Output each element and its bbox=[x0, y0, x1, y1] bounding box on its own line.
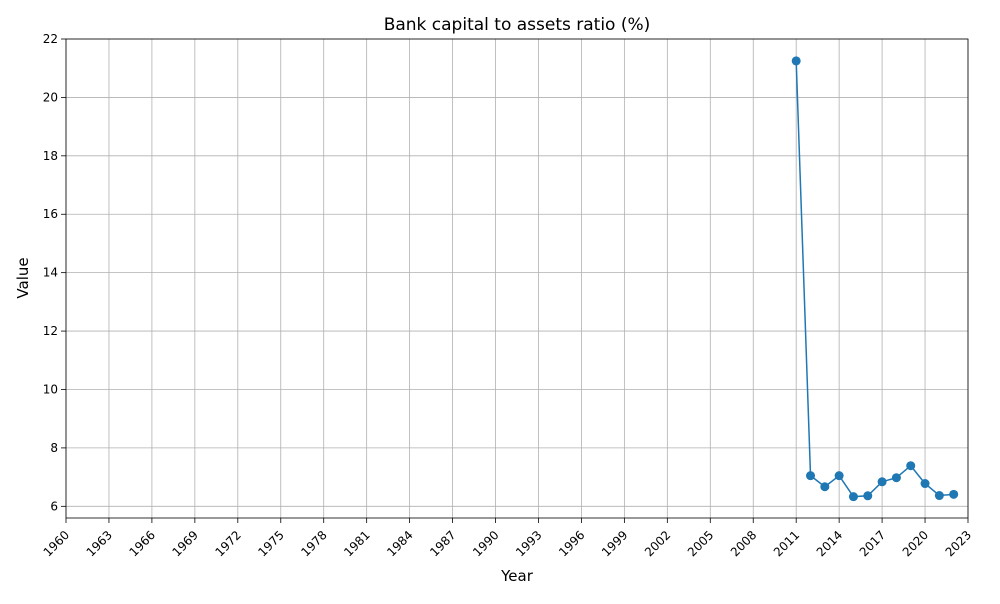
x-tick-label: 1990 bbox=[470, 528, 501, 559]
chart-title: Bank capital to assets ratio (%) bbox=[384, 15, 651, 35]
x-tick-label: 2023 bbox=[943, 528, 974, 559]
y-tick-label: 6 bbox=[50, 499, 58, 513]
y-tick-label: 14 bbox=[43, 266, 58, 280]
x-axis: 1960 1963 1966 1969 1972 1975 1978 1981 1984 1987… bbox=[41, 518, 974, 559]
x-tick-label: 1993 bbox=[513, 528, 544, 559]
y-tick-label: 18 bbox=[43, 149, 58, 163]
data-point-2014[interactable] bbox=[834, 471, 844, 481]
x-tick-label: 1972 bbox=[212, 528, 243, 559]
x-tick-label: 2008 bbox=[728, 528, 759, 559]
x-tick-label: 2005 bbox=[685, 528, 716, 559]
x-tick-label: 1984 bbox=[384, 528, 415, 559]
y-tick-label: 20 bbox=[43, 90, 58, 104]
y-tick-label: 22 bbox=[43, 32, 58, 46]
data-point-2019[interactable] bbox=[906, 461, 916, 471]
data-point-2020[interactable] bbox=[920, 479, 930, 489]
data-point-2017[interactable] bbox=[877, 477, 887, 487]
data-point-2013[interactable] bbox=[820, 482, 830, 492]
x-tick-label: 1978 bbox=[298, 528, 329, 559]
data-point-2022[interactable] bbox=[949, 489, 959, 499]
y-tick-label: 16 bbox=[43, 207, 58, 221]
x-tick-label: 1966 bbox=[127, 528, 158, 559]
y-axis: 6 8 10 12 14 16 18 20 22 bbox=[43, 32, 66, 513]
data-point-2011[interactable] bbox=[791, 56, 801, 66]
x-tick-label: 1996 bbox=[556, 528, 587, 559]
x-axis-label: Year bbox=[500, 567, 534, 585]
x-tick-label: 1999 bbox=[599, 528, 630, 559]
data-point-2018[interactable] bbox=[891, 473, 901, 483]
x-tick-label: 1960 bbox=[41, 528, 72, 559]
grid bbox=[65, 38, 969, 518]
x-tick-label: 2002 bbox=[642, 528, 673, 559]
x-tick-label: 1963 bbox=[84, 528, 115, 559]
x-tick-label: 1975 bbox=[255, 528, 286, 559]
y-axis-label: Value bbox=[14, 257, 32, 298]
y-tick-label: 10 bbox=[43, 382, 58, 396]
x-tick-label: 1987 bbox=[427, 528, 458, 559]
x-tick-label: 2017 bbox=[857, 528, 888, 559]
y-tick-label: 8 bbox=[50, 441, 58, 455]
x-tick-label: 2020 bbox=[900, 528, 931, 559]
data-point-2016[interactable] bbox=[863, 491, 873, 501]
plot-area-frame bbox=[65, 38, 969, 519]
x-tick-label: 1981 bbox=[341, 528, 372, 559]
data-point-2021[interactable] bbox=[934, 491, 944, 501]
data-point-2012[interactable] bbox=[806, 471, 816, 481]
x-tick-label: 1969 bbox=[169, 528, 200, 559]
data-point-2015[interactable] bbox=[848, 492, 858, 502]
series-line bbox=[795, 60, 954, 498]
y-tick-label: 12 bbox=[43, 324, 58, 338]
series-group bbox=[791, 56, 959, 502]
x-tick-label: 2014 bbox=[814, 528, 845, 559]
x-tick-label: 2011 bbox=[771, 528, 802, 559]
